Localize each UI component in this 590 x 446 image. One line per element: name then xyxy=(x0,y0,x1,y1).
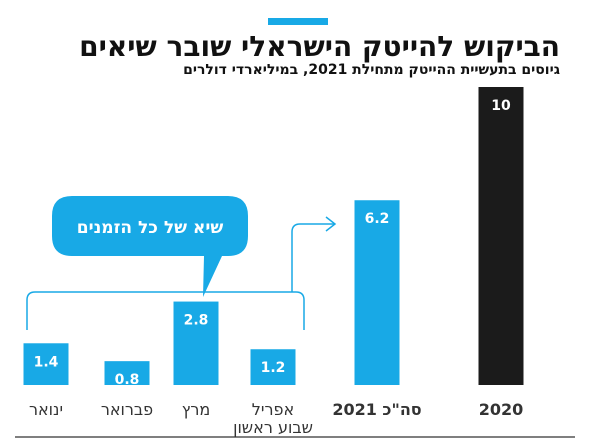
title-accent-bar xyxy=(268,18,328,25)
bar xyxy=(354,200,400,385)
callout-text: שיא של כל הזמנים xyxy=(77,218,224,238)
bars-group xyxy=(23,87,524,385)
category-label: מרץ xyxy=(182,400,211,419)
bar xyxy=(478,87,524,385)
bar xyxy=(250,349,296,385)
bar-value-label: 1.4 xyxy=(34,354,59,370)
bar-value-label: 0.8 xyxy=(115,372,140,388)
callout-bubble xyxy=(52,196,248,297)
category-label-line2: שבוע ראשון xyxy=(233,418,313,437)
record-callout: שיא של כל הזמנים xyxy=(52,196,248,297)
category-label: ינואר xyxy=(29,400,63,419)
bar-value-label: 2.8 xyxy=(184,313,209,329)
bar xyxy=(104,361,150,385)
chart-title: הביקוש להייטק הישראלי שובר שיאים xyxy=(79,30,560,63)
bar xyxy=(23,343,69,385)
chart-subtitle: גיוסים בתעשיית ההייטק מתחילת 2021, במילי… xyxy=(183,62,560,78)
category-label: 2020 xyxy=(479,400,524,419)
bar-value-label: 10 xyxy=(491,98,511,114)
value-labels-group: 1.4 0.8 2.8 1.2 6.2 10 xyxy=(34,98,511,388)
category-label: סה"כ 2021 xyxy=(332,400,421,419)
bar-value-label: 1.2 xyxy=(261,360,286,376)
month-bracket xyxy=(26,291,305,330)
category-label: אפריל xyxy=(252,400,294,419)
total-arrow xyxy=(291,223,334,292)
category-label: פברואר xyxy=(101,400,153,419)
total-arrow-head xyxy=(325,216,337,232)
bar-value-label: 6.2 xyxy=(365,211,390,227)
bar xyxy=(173,301,219,385)
